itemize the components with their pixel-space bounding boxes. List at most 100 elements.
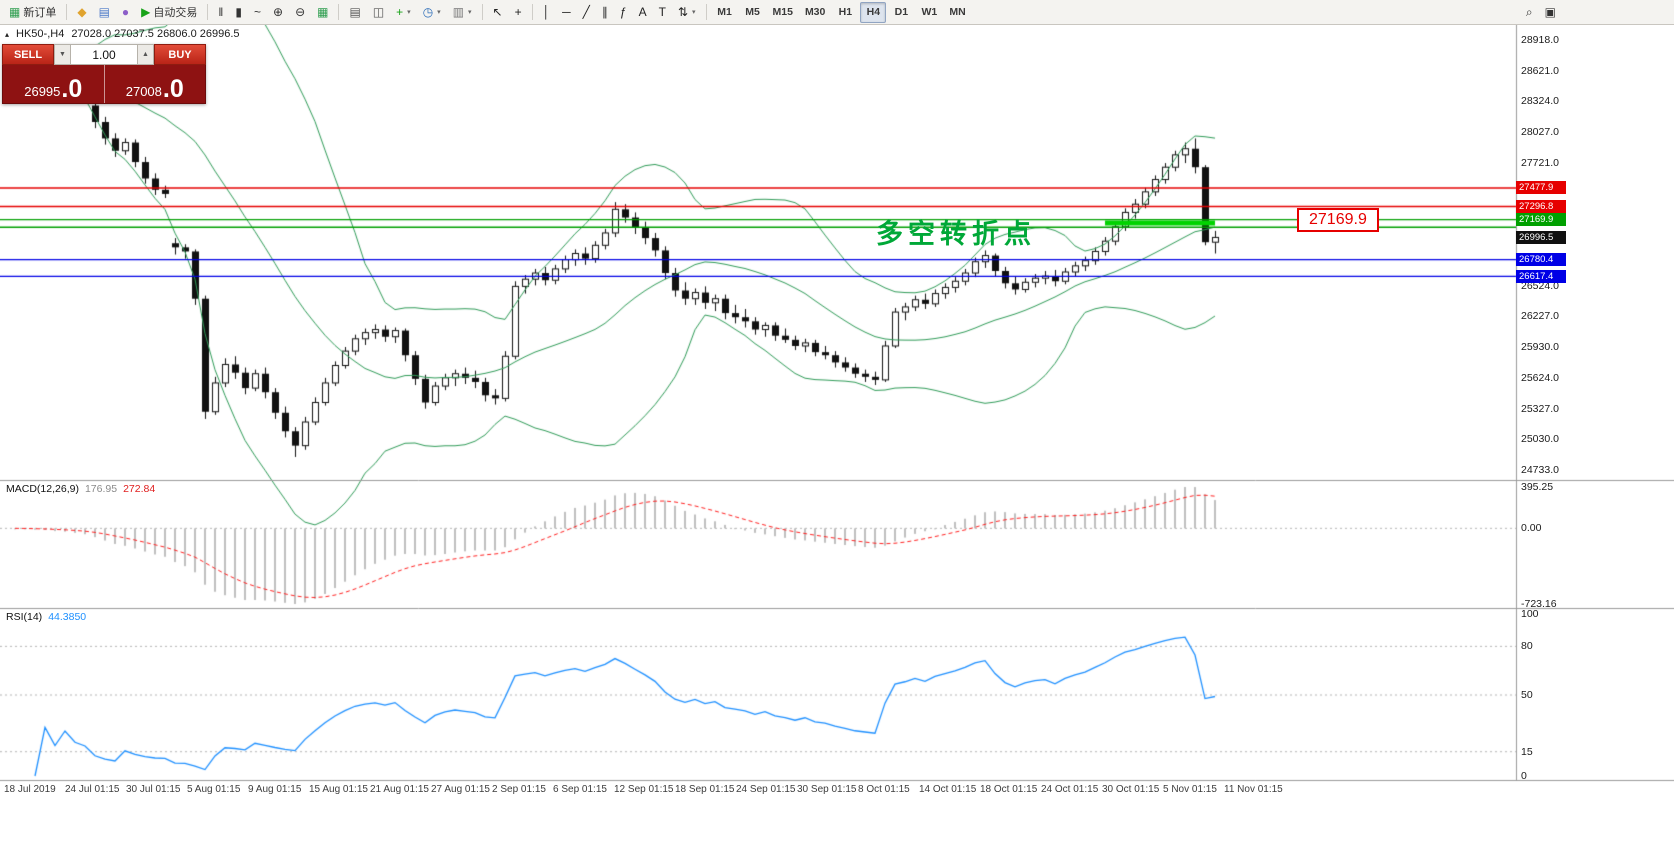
toolbar-separator [66, 4, 68, 20]
bar-chart-button[interactable]: ‖ [213, 2, 228, 23]
tile-windows-button[interactable]: ▦ [312, 2, 333, 23]
time-axis-label: 9 Aug 01:15 [248, 784, 302, 795]
candlestick-chart-button[interactable]: ▮ [230, 2, 247, 23]
arrow-tools-button[interactable]: ⇅ ▾ [673, 2, 701, 23]
one-click-top-row: SELL ▼ 1.00 ▲ BUY [2, 44, 206, 65]
arrange-cascade-icon: ▤ [349, 5, 361, 19]
new-order-button[interactable]: ▦ 新订单 [4, 2, 61, 23]
rsi-value: 44.3850 [48, 611, 87, 623]
timeframe-m15-button[interactable]: M15 [768, 2, 798, 23]
time-axis-label: 21 Aug 01:15 [370, 784, 429, 795]
arrow-tools-icon: ⇅ [677, 5, 688, 19]
line-chart-icon: ~ [253, 5, 261, 19]
autotrading-button[interactable]: ▶ 自动交易 [136, 2, 202, 23]
sell-price-main: 26995 [24, 84, 61, 100]
new-chart-button[interactable]: + ▾ [391, 2, 416, 23]
vertical-line-button[interactable]: │ [538, 2, 556, 23]
text-button[interactable]: A [634, 2, 652, 23]
dropdown-caret-icon: ▾ [468, 9, 472, 16]
autotrading-icon: ▶ [141, 5, 151, 19]
zoom-in-button[interactable]: ⊕ [268, 2, 288, 23]
crosshair-icon: + [514, 5, 522, 19]
toolbar: ▦ 新订单 ◆ ▤ ● ▶ 自动交易 ‖ ▮ ~ ⊕ ⊖ ▦ ▤ ◫ + ▾ ◷ ▾ ▥ ▾ ↖ + │ ─ ╱ ∥ ƒ A T ⇅ ▾ M1 M… [0, 0, 1674, 25]
macd-axis-label: 395.25 [1521, 481, 1554, 493]
crosshair-button[interactable]: + [510, 2, 527, 23]
sell-price[interactable]: 26995 .0 [3, 65, 104, 103]
macd-indicator-label: MACD(12,26,9) 176.95 272.84 [6, 483, 155, 495]
time-axis-label: 30 Sep 01:15 [797, 784, 857, 795]
macd-axis-label: -723.16 [1521, 598, 1557, 610]
text-label-button[interactable]: T [654, 2, 671, 23]
one-click-collapse-icon[interactable]: ▴ [5, 29, 10, 39]
price-axis-label: 28027.0 [1521, 125, 1559, 138]
zoom-out-icon: ⊖ [295, 5, 306, 19]
timeframe-m5-button-label: M5 [745, 6, 760, 18]
time-axis-label: 5 Nov 01:15 [1163, 784, 1217, 795]
buy-price[interactable]: 27008 .0 [103, 65, 206, 103]
charts-group-button[interactable]: ▤ [94, 2, 115, 23]
rsi-axis-label: 80 [1521, 640, 1533, 653]
timeframe-m30-button[interactable]: M30 [800, 2, 830, 23]
macd-signal-value: 272.84 [123, 483, 156, 495]
time-axis-label: 6 Sep 01:15 [553, 784, 607, 795]
rsi-axis-label: 0 [1521, 770, 1527, 782]
time-axis-label: 18 Oct 01:15 [980, 784, 1038, 795]
one-click-price-panel: 26995 .0 27008 .0 [2, 65, 206, 104]
rsi-axis-label: 50 [1521, 689, 1533, 701]
fibonacci-button[interactable]: ƒ [615, 2, 632, 23]
price-tag-annotation[interactable]: 27169.9 [1297, 208, 1379, 232]
macd-axis-label: 0.00 [1521, 522, 1542, 535]
timeframe-h1-button[interactable]: H1 [832, 2, 858, 23]
volume-input[interactable]: 1.00 [71, 44, 137, 65]
timeframe-mn-button[interactable]: MN [944, 2, 970, 23]
quotes-icon-button[interactable]: ◆ [72, 2, 91, 23]
chart-shift-button[interactable]: ▥ ▾ [448, 2, 477, 23]
timeframe-m1-button[interactable]: M1 [712, 2, 738, 23]
price-badge: 27296.8 [1516, 200, 1566, 214]
horizontal-line-icon: ─ [562, 5, 571, 19]
symbol-search-button[interactable]: ⌕ [1521, 2, 1538, 23]
period-clock-button[interactable]: ◷ ▾ [418, 2, 446, 23]
price-axis-label: 24733.0 [1521, 464, 1559, 476]
trendline-button[interactable]: ╱ [578, 2, 595, 23]
news-icon: ● [121, 5, 130, 19]
timeframe-d1-button[interactable]: D1 [888, 2, 914, 23]
toolbar-separator [338, 4, 340, 20]
horizontal-line-button[interactable]: ─ [557, 2, 576, 23]
price-axis-label: 25030.0 [1521, 433, 1559, 446]
volume-step-down-button[interactable]: ▼ [54, 44, 71, 65]
time-axis-label: 18 Sep 01:15 [675, 784, 735, 795]
price-axis-label: 25624.0 [1521, 372, 1559, 385]
cursor-button[interactable]: ↖ [488, 2, 508, 23]
macd-name: MACD(12,26,9) [6, 483, 79, 495]
price-badge: 26617.4 [1516, 269, 1566, 283]
channel-button[interactable]: ∥ [597, 2, 613, 23]
channel-icon: ∥ [601, 5, 608, 19]
price-axis-label: 27721.0 [1521, 156, 1559, 169]
sell-button[interactable]: SELL [2, 44, 54, 65]
zoom-out-button[interactable]: ⊖ [290, 2, 310, 23]
one-click-trading-panel: SELL ▼ 1.00 ▲ BUY 26995 .0 27008 .0 [2, 44, 206, 104]
timeframe-w1-button[interactable]: W1 [916, 2, 942, 23]
rsi-indicator-label: RSI(14) 44.3850 [6, 611, 86, 623]
news-button[interactable]: ● [117, 2, 134, 23]
time-axis-label: 30 Oct 01:15 [1102, 784, 1160, 795]
buy-price-big: .0 [162, 74, 184, 103]
new-window-button[interactable]: ▣ [1540, 2, 1561, 23]
volume-step-up-button[interactable]: ▲ [137, 44, 154, 65]
candlestick-chart-icon: ▮ [235, 5, 242, 19]
timeframe-h4-button[interactable]: H4 [860, 1, 887, 23]
quotes-icon-icon: ◆ [77, 5, 87, 19]
buy-button[interactable]: BUY [154, 44, 206, 65]
line-chart-button[interactable]: ~ [249, 2, 266, 23]
time-axis-label: 2 Sep 01:15 [492, 784, 546, 795]
arrange-tile-button[interactable]: ◫ [368, 2, 389, 23]
timeframe-m5-button[interactable]: M5 [740, 2, 766, 23]
arrange-cascade-button[interactable]: ▤ [344, 2, 365, 23]
price-axis-label: 26524.0 [1521, 279, 1559, 292]
rsi-axis-label: 15 [1521, 745, 1533, 758]
price-axis-label: 28918.0 [1521, 34, 1559, 46]
turning-point-annotation[interactable]: 多空转折点 [876, 219, 1036, 249]
